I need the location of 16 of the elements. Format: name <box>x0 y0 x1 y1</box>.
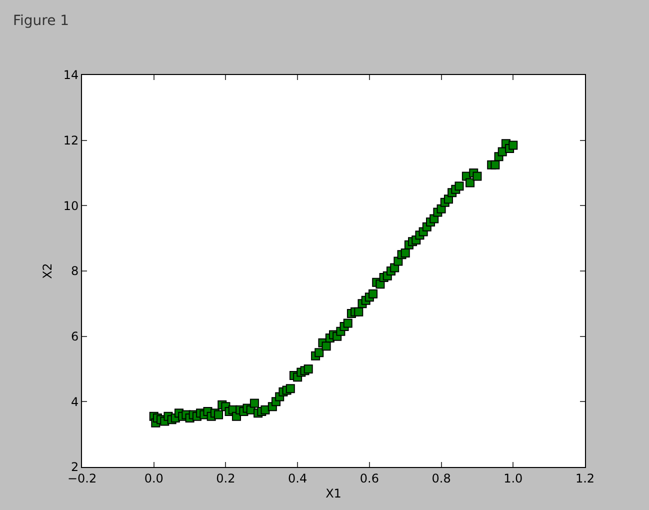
y-tick-label: 4 <box>70 394 79 409</box>
y-tick-label: 8 <box>70 264 79 278</box>
y-tick-label: 10 <box>63 198 79 213</box>
x-tick-label: 0.2 <box>216 471 236 486</box>
y-tick-label: 6 <box>70 330 79 344</box>
x-tick-label: 0.6 <box>360 471 379 486</box>
x-tick-label: 0.0 <box>144 471 164 486</box>
y-axis-title: X2 <box>40 263 55 279</box>
y-tick-label: 12 <box>63 134 79 148</box>
x-axis-title: X1 <box>326 486 342 500</box>
x-tick-label: 0.4 <box>288 471 308 486</box>
x-tick-label: 0.8 <box>432 471 451 486</box>
chart-title: Figure 1 <box>12 13 70 30</box>
y-tick-label: 14 <box>63 68 79 82</box>
x-tick-label: 1.0 <box>504 471 523 486</box>
x-tick-label: 1.2 <box>575 471 595 486</box>
